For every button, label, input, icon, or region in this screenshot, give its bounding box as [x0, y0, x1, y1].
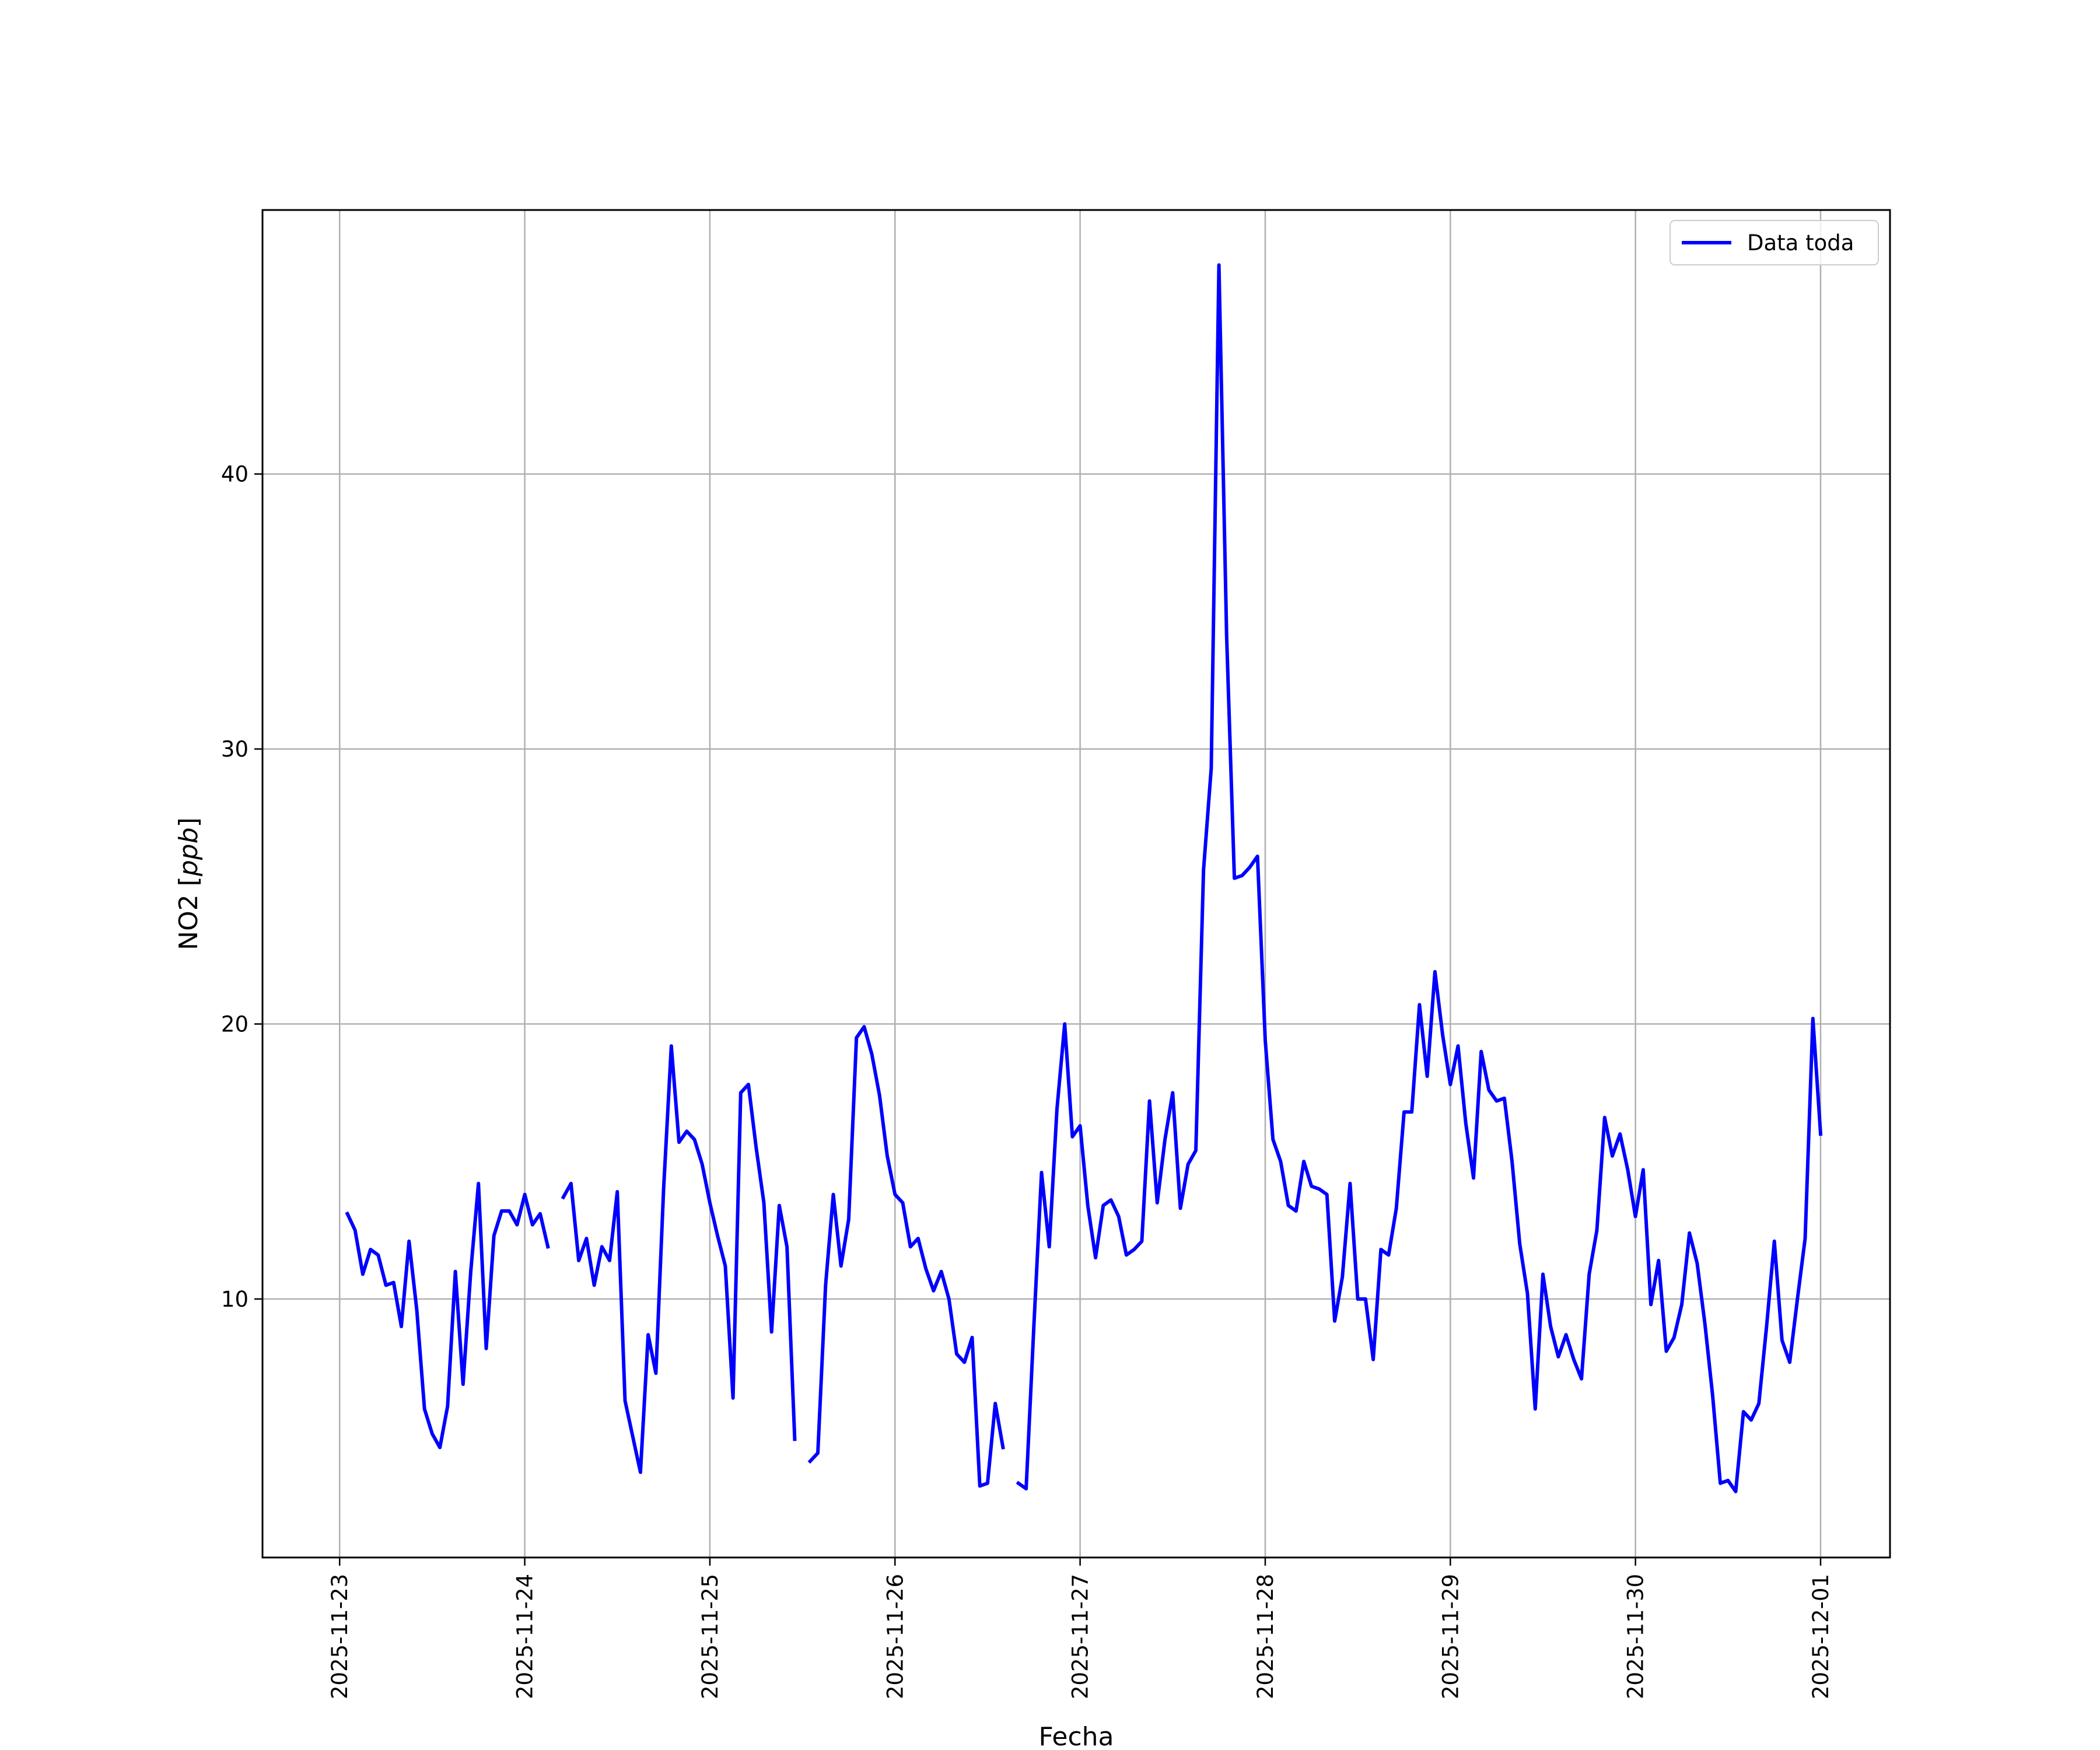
x-axis-label: Fecha	[1038, 1722, 1114, 1750]
x-tick-label: 2025-11-27	[1068, 1574, 1093, 1699]
x-tick-label: 2025-11-29	[1438, 1574, 1463, 1699]
grid-lines	[262, 210, 1890, 1558]
x-tick-label: 2025-11-25	[698, 1574, 723, 1699]
y-tick-label: 30	[221, 737, 249, 762]
x-tick-label: 2025-11-24	[513, 1574, 538, 1699]
y-axis-label-prefix: NO2 [	[174, 876, 204, 950]
x-tick-label: 2025-11-26	[883, 1574, 908, 1699]
y-tick-label: 20	[221, 1012, 249, 1037]
data-series-layer	[345, 263, 1823, 1493]
x-tick-label: 2025-12-01	[1808, 1574, 1833, 1699]
series-line-segment-2	[561, 1044, 797, 1474]
x-tick-label: 2025-11-28	[1253, 1574, 1278, 1699]
series-line-segment-3	[807, 1025, 1005, 1488]
y-tick-label: 40	[221, 462, 249, 487]
y-tick-label: 10	[221, 1287, 249, 1312]
series-line-segment-1	[345, 1181, 550, 1450]
y-axis-label-suffix: ]	[174, 817, 204, 827]
legend-label: Data toda	[1747, 230, 1854, 256]
plot-frame	[261, 209, 1891, 1559]
x-tick-label: 2025-11-30	[1623, 1574, 1648, 1699]
y-axis-label: NO2 [ppb]	[174, 817, 204, 950]
legend-box	[1670, 220, 1879, 265]
series-line-segment-4	[1016, 263, 1823, 1493]
legend: Data toda	[1670, 220, 1879, 265]
x-tick-label: 2025-11-23	[327, 1574, 352, 1699]
y-axis-label-unit: ppb	[174, 827, 204, 877]
axis-ticks: 2025-11-23 2025-11-24 2025-11-25 2025-11-26…	[221, 462, 1833, 1699]
